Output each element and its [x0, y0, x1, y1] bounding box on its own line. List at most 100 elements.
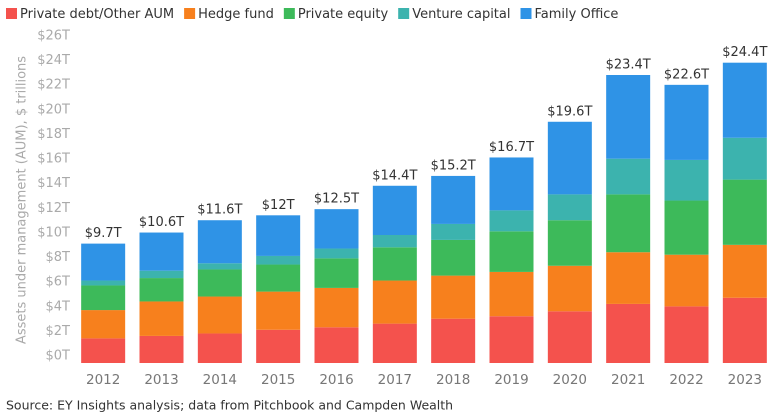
bar-segment	[256, 215, 301, 256]
bar-segment	[722, 297, 767, 363]
total-label: $12T	[262, 198, 295, 213]
total-label: $15.2T	[431, 158, 476, 173]
bar-segment	[431, 223, 476, 240]
y-tick-label: $20T	[37, 102, 70, 117]
bar-segment	[256, 264, 301, 292]
bar-segment	[722, 179, 767, 245]
x-tick-label: 2021	[611, 372, 645, 388]
bar-segment	[139, 278, 184, 302]
bar-segment	[489, 157, 534, 211]
y-tick-label: $24T	[37, 53, 70, 68]
total-label: $16.7T	[489, 140, 534, 155]
total-label: $11.6T	[197, 203, 242, 218]
bar-segment	[606, 194, 651, 253]
bar-segment	[489, 316, 534, 363]
x-tick-label: 2023	[728, 372, 762, 388]
bar-segment	[314, 209, 359, 249]
bar-segment	[81, 285, 126, 311]
y-tick-label: $10T	[37, 225, 70, 240]
y-tick-label: $4T	[46, 299, 71, 314]
bar-segment	[256, 329, 301, 363]
total-label: $19.6T	[547, 104, 592, 119]
bar-segment	[197, 296, 242, 334]
bar-segment	[81, 243, 126, 281]
legend-label: Family Office	[535, 7, 619, 22]
legend-label: Venture capital	[412, 7, 510, 22]
bar-segment	[256, 255, 301, 265]
y-tick-label: $6T	[46, 275, 71, 290]
bar-segment	[547, 265, 592, 312]
x-tick-label: 2017	[378, 372, 412, 388]
bar-segment	[314, 287, 359, 328]
bar-segment	[81, 280, 126, 286]
bar-segment	[664, 84, 709, 160]
x-tick-label: 2015	[261, 372, 295, 388]
bar-segment	[547, 311, 592, 363]
legend-swatch	[283, 8, 295, 19]
total-label: $24.4T	[722, 45, 767, 60]
total-label: $14.4T	[372, 168, 417, 183]
legend-swatch	[398, 8, 410, 19]
legend-swatch	[520, 8, 532, 19]
bar-segment	[197, 269, 242, 297]
bar-segment	[314, 248, 359, 259]
bar-segment	[664, 254, 709, 307]
y-tick-label: $14T	[37, 176, 70, 191]
bar-segment	[139, 301, 184, 336]
x-tick-label: 2018	[436, 372, 470, 388]
bar-segment	[139, 232, 184, 271]
legend-label: Hedge fund	[198, 7, 274, 22]
bar-segment	[431, 318, 476, 363]
y-tick-label: $2T	[46, 324, 71, 339]
bar-segment	[606, 303, 651, 363]
bar-segment	[547, 121, 592, 195]
y-tick-label: $18T	[37, 127, 70, 142]
bar-segment	[139, 270, 184, 279]
bar-segment	[664, 159, 709, 201]
bar-segment	[256, 291, 301, 330]
total-label: $22.6T	[664, 67, 709, 82]
bar-segment	[372, 185, 417, 235]
total-label: $10.6T	[139, 215, 184, 230]
x-tick-label: 2013	[144, 372, 178, 388]
bar-segment	[489, 271, 534, 317]
bar-segment	[372, 247, 417, 281]
legend-swatch	[184, 8, 196, 19]
bar-segment	[722, 244, 767, 298]
total-label: $12.5T	[314, 192, 359, 207]
y-tick-label: $26T	[37, 29, 70, 44]
bar-segment	[431, 239, 476, 276]
bar-segment	[489, 210, 534, 232]
bar-segment	[81, 310, 126, 339]
bar-segment	[664, 306, 709, 363]
x-tick-label: 2016	[319, 372, 353, 388]
bar-segment	[372, 323, 417, 363]
bar-segment	[372, 280, 417, 324]
bar-segment	[664, 200, 709, 255]
legend-label: Private equity	[298, 7, 389, 22]
bar-segment	[606, 252, 651, 304]
legend-label: Private debt/Other AUM	[20, 7, 174, 22]
bar-segment	[372, 235, 417, 248]
bar-segment	[431, 275, 476, 319]
bar-segment	[547, 194, 592, 221]
y-tick-label: $8T	[46, 250, 71, 265]
bar-segment	[489, 231, 534, 272]
y-tick-label: $12T	[37, 201, 70, 216]
y-tick-label: $16T	[37, 152, 70, 167]
x-tick-label: 2014	[203, 372, 237, 388]
total-label: $23.4T	[606, 58, 651, 73]
y-tick-label: $22T	[37, 78, 70, 93]
x-tick-label: 2012	[86, 372, 120, 388]
bar-segment	[139, 335, 184, 363]
bar-segment	[547, 220, 592, 266]
bar-segment	[197, 333, 242, 363]
x-tick-label: 2022	[669, 372, 703, 388]
bar-segment	[431, 175, 476, 224]
source: Source: EY Insights analysis; data from …	[6, 398, 453, 413]
bar-segment	[314, 258, 359, 288]
y-axis-label: Assets under management (AUM), $ trillio…	[15, 56, 30, 344]
x-tick-label: 2020	[553, 372, 587, 388]
bar-segment	[197, 263, 242, 270]
